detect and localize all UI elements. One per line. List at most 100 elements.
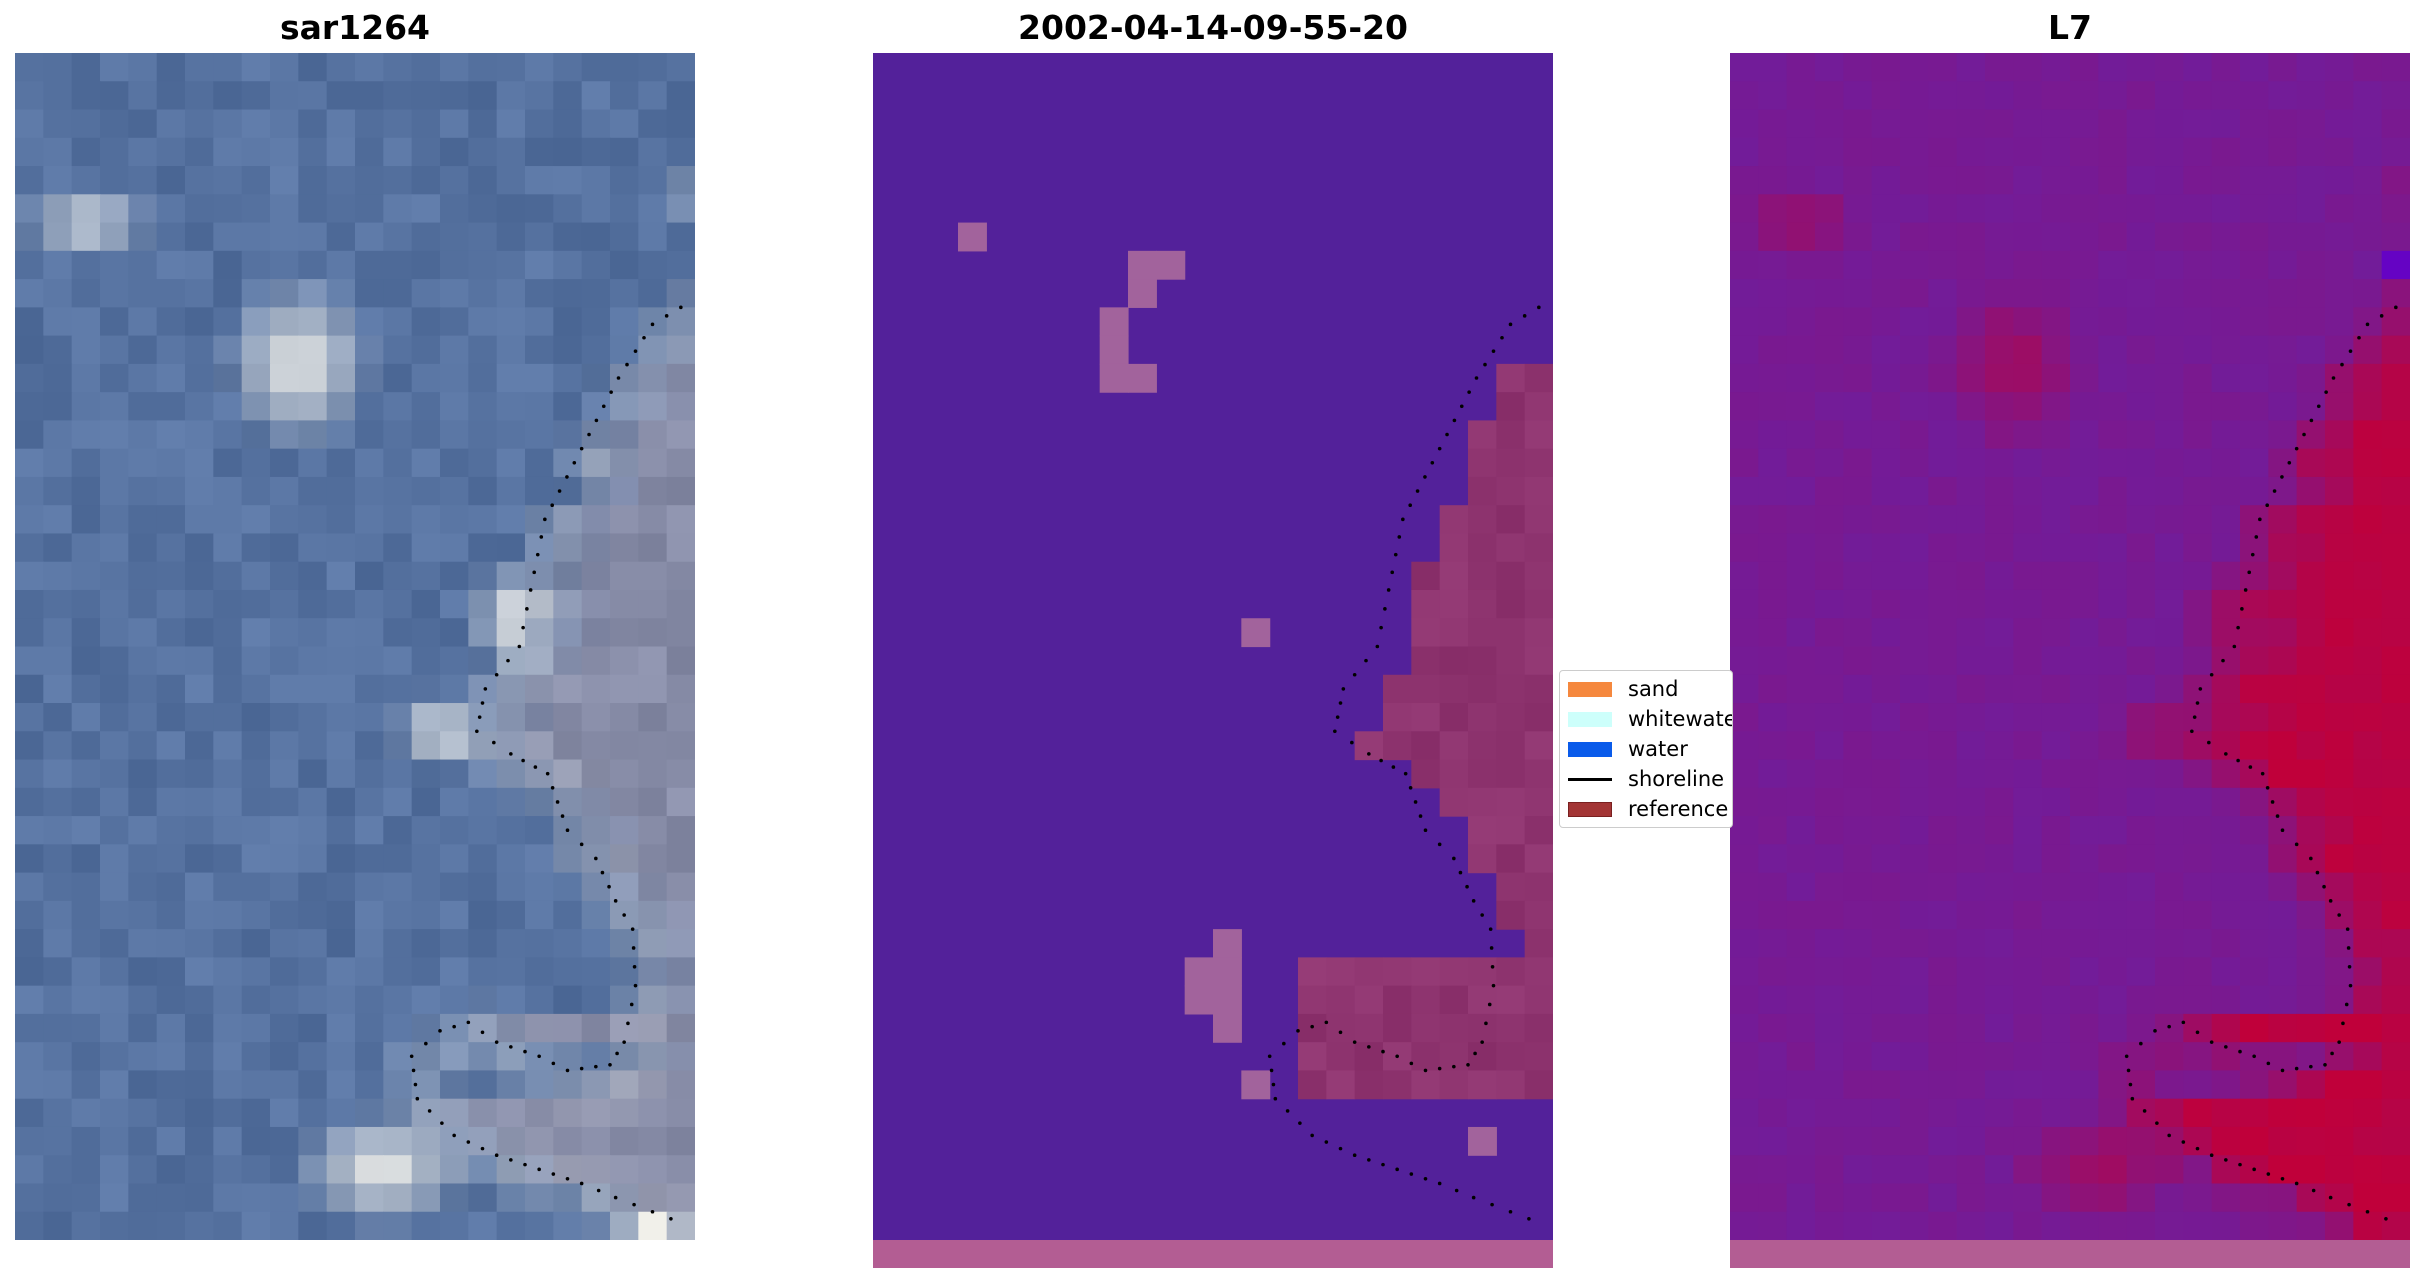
index-pixel xyxy=(1928,53,1958,82)
rgb-pixel xyxy=(496,674,526,704)
rgb-pixel xyxy=(71,476,101,506)
rgb-pixel xyxy=(638,1183,668,1213)
index-pixel xyxy=(1815,900,1844,930)
index-pixel xyxy=(1786,957,1816,987)
rgb-pixel xyxy=(156,646,186,676)
rgb-pixel xyxy=(355,109,384,139)
rgb-pixel xyxy=(326,1070,356,1100)
index-pixel xyxy=(2155,589,2184,619)
rgb-pixel xyxy=(553,1126,583,1156)
rgb-pixel xyxy=(241,844,271,874)
shoreline-point xyxy=(650,322,655,327)
rgb-pixel xyxy=(298,787,328,817)
index-pixel xyxy=(2353,674,2383,704)
rgb-pixel xyxy=(638,392,668,422)
index-pixel xyxy=(2381,929,2410,958)
rgb-pixel xyxy=(270,929,299,958)
rgb-pixel xyxy=(610,53,639,82)
rgb-pixel xyxy=(185,1126,214,1156)
index-pixel xyxy=(2381,1155,2410,1185)
rgb-pixel xyxy=(496,787,526,817)
index-pixel xyxy=(2183,392,2213,422)
rgb-pixel xyxy=(15,929,44,958)
index-pixel xyxy=(1730,166,1759,195)
index-pixel xyxy=(2381,533,2410,563)
index-pixel xyxy=(1956,1042,1986,1072)
index-pixel xyxy=(2240,448,2269,478)
rgb-pixel xyxy=(581,476,611,506)
index-pixel xyxy=(2183,279,2213,308)
rgb-pixel xyxy=(15,1070,44,1100)
rgb-pixel xyxy=(71,250,101,280)
rgb-pixel xyxy=(71,109,101,139)
index-pixel xyxy=(1815,1211,1844,1241)
rgb-pixel xyxy=(355,250,384,280)
reference-pixel xyxy=(1496,646,1526,676)
rgb-pixel xyxy=(298,448,328,478)
index-pixel xyxy=(1928,137,1958,167)
index-pixel xyxy=(2268,561,2298,591)
index-pixel xyxy=(2183,222,2213,252)
index-pixel xyxy=(2041,957,2071,987)
rgb-pixel xyxy=(213,872,243,902)
index-pixel xyxy=(2296,448,2326,478)
index-pixel xyxy=(2070,335,2099,365)
rgb-pixel xyxy=(298,279,328,308)
shoreline-point xyxy=(565,828,570,833)
index-pixel xyxy=(2183,1155,2213,1185)
index-pixel xyxy=(1843,759,1873,789)
shoreline-point xyxy=(1408,503,1412,507)
index-pixel xyxy=(2098,844,2128,874)
rgb-pixel xyxy=(71,335,101,365)
reference-pixel xyxy=(1468,844,1497,874)
reference-pixel xyxy=(1383,985,1412,1015)
rgb-pixel xyxy=(496,561,526,591)
rgb-pixel xyxy=(525,420,554,450)
index-pixel xyxy=(2296,1126,2326,1156)
rgb-pixel xyxy=(326,335,356,365)
rgb-pixel xyxy=(213,589,243,619)
index-pixel xyxy=(1786,476,1816,506)
rgb-pixel xyxy=(666,420,695,450)
rgb-pixel xyxy=(156,505,186,535)
rgb-pixel xyxy=(156,957,186,987)
index-pixel xyxy=(2211,674,2241,704)
rgb-pixel xyxy=(43,476,73,506)
index-pixel xyxy=(1956,279,1986,308)
rgb-pixel xyxy=(440,166,469,195)
shoreline-point xyxy=(1352,1040,1357,1044)
rgb-pixel xyxy=(156,674,186,704)
reference-pixel xyxy=(1496,1070,1526,1100)
index-pixel xyxy=(2240,759,2269,789)
rgb-pixel xyxy=(298,533,328,563)
rgb-pixel xyxy=(241,618,271,648)
index-pixel xyxy=(1956,759,1986,789)
shoreline-point xyxy=(565,1068,570,1073)
index-pixel xyxy=(2240,505,2269,535)
shoreline-point xyxy=(480,1146,485,1151)
rgb-pixel xyxy=(213,674,243,704)
rgb-pixel xyxy=(156,392,186,422)
rgb-pixel xyxy=(411,533,441,563)
index-pixel xyxy=(1843,279,1873,308)
shoreline-point xyxy=(2280,475,2284,479)
index-pixel xyxy=(1730,448,1759,478)
index-pixel xyxy=(2296,81,2326,111)
rgb-pixel xyxy=(355,222,384,252)
classification-pixel xyxy=(1099,307,1129,337)
index-pixel xyxy=(1758,703,1788,732)
index-pixel xyxy=(1786,194,1816,224)
shoreline-point xyxy=(539,535,544,539)
index-pixel xyxy=(2211,194,2241,224)
rgb-pixel xyxy=(43,618,73,648)
shoreline-point xyxy=(1490,965,1495,969)
index-pixel xyxy=(2325,589,2354,619)
index-pixel xyxy=(1985,363,2014,393)
rgb-pixel xyxy=(468,53,498,82)
index-pixel xyxy=(1956,731,1986,761)
index-pixel xyxy=(1730,618,1759,648)
shoreline-point xyxy=(2139,1041,2143,1046)
shoreline-point xyxy=(509,1045,513,1049)
rgb-pixel xyxy=(213,222,243,252)
index-pixel xyxy=(2211,900,2241,930)
